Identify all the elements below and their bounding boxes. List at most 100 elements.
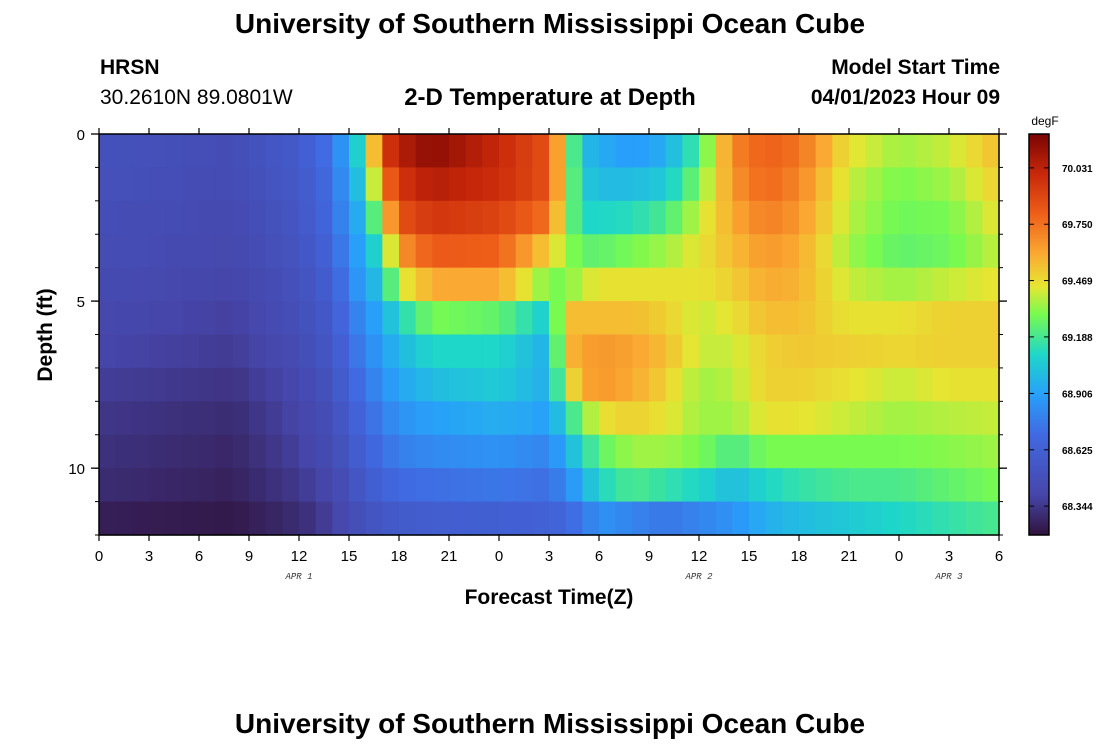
heatmap-cell [532,134,550,169]
heatmap-cell [615,401,633,436]
heatmap-cell [549,401,567,436]
heatmap-cell [282,267,300,302]
heatmap-cell [365,367,383,402]
heatmap-cell [215,134,233,169]
heatmap-cell [649,301,667,336]
heatmap-cell [382,434,400,469]
heatmap-cell [499,267,517,302]
heatmap-cell [332,468,350,503]
heatmap-cell [282,501,300,536]
heatmap-cell [365,234,383,269]
heatmap-cell [432,501,450,536]
x-tick-label: 6 [595,548,603,565]
heatmap-cell [599,200,617,235]
heatmap-cell [715,234,733,269]
heatmap-cell [315,134,333,169]
heatmap-cell [782,501,800,536]
heatmap-cell [249,134,267,169]
heatmap-cell [249,167,267,202]
heatmap-cell [515,434,533,469]
heatmap-cell [515,134,533,169]
heatmap-cell [399,234,417,269]
heatmap-cell [882,267,900,302]
heatmap-cell [332,200,350,235]
heatmap-cell [232,434,250,469]
heatmap-cell [882,167,900,202]
heatmap-cell [849,267,867,302]
heatmap-cell [165,367,183,402]
heatmap-cell [215,200,233,235]
heatmap-cell [99,234,117,269]
heatmap-cell [682,367,700,402]
heatmap-cell [499,200,517,235]
heatmap-cell [449,234,467,269]
heatmap-cell [215,501,233,536]
heatmap-cell [849,401,867,436]
heatmap-cell [782,267,800,302]
heatmap-cell [265,167,283,202]
heatmap-cell [199,434,217,469]
heatmap-cell [632,401,650,436]
heatmap-cell [99,200,117,235]
heatmap-cell [115,434,133,469]
heatmap-cell [132,434,150,469]
heatmap-cell [299,267,317,302]
heatmap-cell [882,501,900,536]
heatmap-cell [349,301,367,336]
heatmap-cell [982,501,1000,536]
heatmap-cells [99,134,1000,536]
heatmap-cell [432,367,450,402]
heatmap-cell [982,468,1000,503]
heatmap-cell [249,200,267,235]
heatmap-cell [849,234,867,269]
heatmap-cell [449,501,467,536]
heatmap-cell [482,334,500,369]
heatmap-cell [532,401,550,436]
heatmap-cell [932,234,950,269]
heatmap-cell [665,267,683,302]
heatmap-cell [865,468,883,503]
heatmap-cell [749,468,767,503]
heatmap-cell [965,301,983,336]
heatmap-cell [682,334,700,369]
heatmap-cell [582,234,600,269]
heatmap-cell [232,401,250,436]
heatmap-cell [232,234,250,269]
heatmap-cell [815,468,833,503]
heatmap-cell [282,468,300,503]
heatmap-cell [482,434,500,469]
heatmap-cell [282,167,300,202]
y-tick-label: 5 [77,294,85,311]
heatmap-cell [549,200,567,235]
heatmap-cell [565,367,583,402]
heatmap-cell [949,367,967,402]
heatmap-cell [165,234,183,269]
heatmap-cell [599,134,617,169]
heatmap-cell [699,401,717,436]
heatmap-cell [265,401,283,436]
heatmap-cell [632,167,650,202]
heatmap-cell [649,367,667,402]
heatmap-cell [732,267,750,302]
heatmap-cell [549,468,567,503]
heatmap-cell [249,234,267,269]
heatmap-cell [465,334,483,369]
heatmap-cell [965,167,983,202]
heatmap-cell [815,134,833,169]
heatmap-cell [482,134,500,169]
heatmap-cell [182,334,200,369]
heatmap-cell [732,401,750,436]
heatmap-cell [799,301,817,336]
heatmap-cell [799,267,817,302]
heatmap-cell [749,367,767,402]
heatmap-cell [582,267,600,302]
heatmap-cell [399,301,417,336]
heatmap-cell [615,434,633,469]
heatmap-cell [199,234,217,269]
heatmap-cell [699,301,717,336]
heatmap-cell [315,501,333,536]
heatmap-cell [832,367,850,402]
heatmap-cell [749,267,767,302]
heatmap-cell [515,167,533,202]
heatmap-cell [799,167,817,202]
